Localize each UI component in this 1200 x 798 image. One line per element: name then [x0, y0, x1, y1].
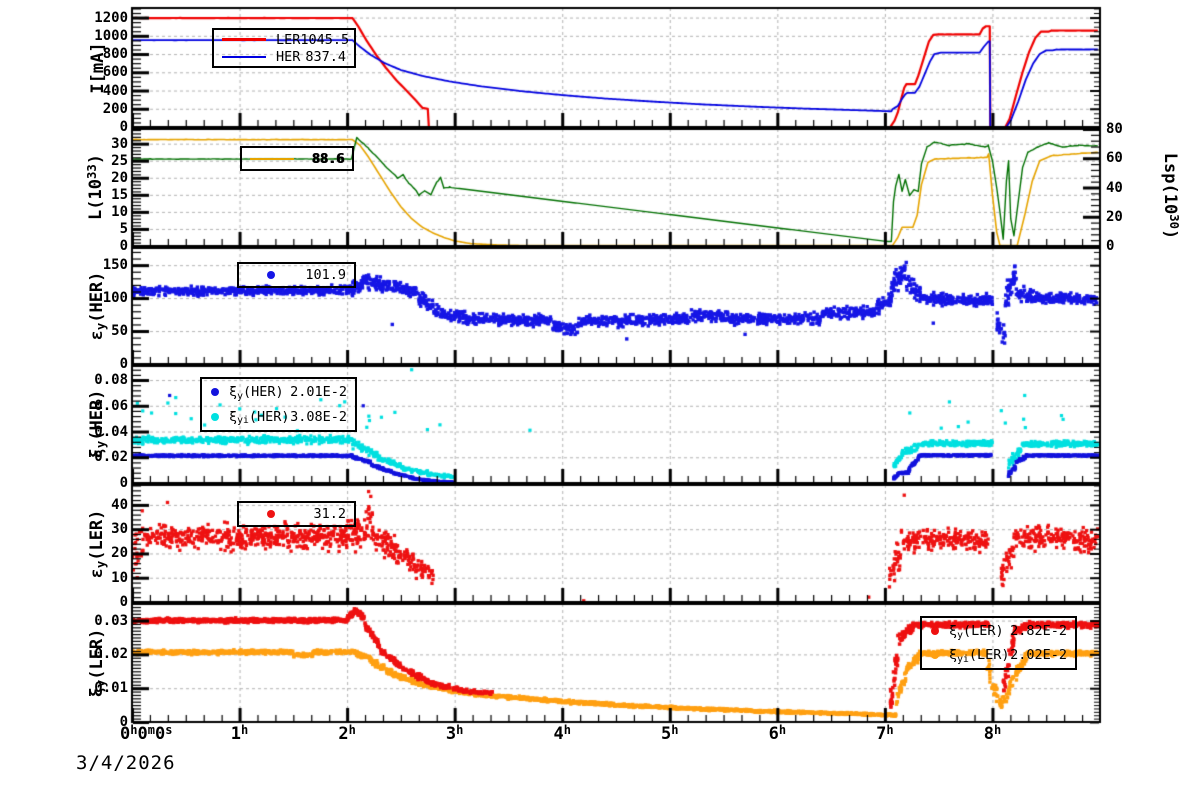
right-y-tick-label: 80: [1106, 121, 1123, 137]
legend-xi-her: ξy(HER) 2.01E-2 ξyi(HER) 3.08E-2: [200, 377, 357, 432]
x-tick-label: 3h: [445, 722, 464, 744]
x-tick-label: 1h: [230, 722, 249, 744]
y-tick-label: 0.04: [94, 423, 128, 440]
y-tick-label: 20: [111, 545, 128, 562]
y-tick-label: 10: [111, 203, 128, 220]
x-tick-label: 5h: [661, 722, 679, 744]
y-tick-label: 40: [111, 496, 128, 513]
legend-entry: LER 1045.5: [214, 31, 354, 48]
y-tick-label: 30: [111, 521, 128, 538]
legend-entry-name: ξyi(HER): [229, 408, 290, 427]
legend-entry: ξyi(LER) 2.02E-2: [922, 643, 1075, 667]
y-tick-label: 0: [119, 475, 128, 491]
legend-line-sample-icon: [222, 38, 266, 41]
y-tick-label: 0.02: [94, 646, 128, 663]
y-tick-label: 600: [102, 64, 128, 81]
legend-entry-name: LER: [276, 31, 301, 48]
legend-emittance-her: 101.9: [237, 262, 356, 288]
legend-entry-name: ξy(LER): [949, 623, 1004, 641]
y-tick-label: 0.06: [94, 397, 128, 414]
y-tick-label: 0: [119, 356, 128, 372]
legend-luminosity: 88.6: [240, 146, 354, 171]
y-tick-label: 1200: [94, 9, 128, 26]
legend-entry-value: 88.6: [311, 150, 344, 167]
y-tick-label: 0.03: [94, 612, 128, 629]
y-tick-label: 10: [111, 569, 128, 586]
legend-entry-value: 2.82E-2: [1010, 623, 1067, 639]
y-tick-label: 200: [102, 100, 128, 117]
right-y-tick-label: 0: [1106, 238, 1115, 254]
y-axis-title-sub: y: [94, 560, 109, 569]
y-tick-label: 15: [111, 186, 128, 203]
x-tick-label: 4h: [553, 722, 571, 744]
y-tick-label: 0.01: [94, 680, 128, 697]
legend-entry-value: 2.02E-2: [1010, 647, 1067, 663]
legend-beam-current: LER 1045.5 HER 837.4: [212, 28, 356, 68]
legend-entry-value: 1045.5: [300, 31, 350, 48]
legend-entry: ξy(HER) 2.01E-2: [202, 380, 355, 405]
y-tick-label: 0.02: [94, 449, 128, 466]
legend-line-sample-icon: [250, 157, 294, 160]
y-tick-label: 400: [102, 82, 128, 99]
y-tick-label: 800: [102, 46, 128, 63]
legend-dot-sample-icon: [211, 412, 219, 421]
legend-entry: 88.6: [242, 149, 352, 168]
y-tick-label: 100: [102, 290, 128, 307]
legend-xi-ler: ξy(LER) 2.82E-2 ξyi(LER) 2.02E-2: [920, 616, 1077, 670]
right-y-tick-label: 60: [1106, 150, 1123, 167]
y-axis-title-emittance-ler: εy(LER): [87, 510, 109, 579]
x-tick-label: 7h: [876, 722, 894, 744]
legend-entry-value: 31.2: [313, 506, 346, 522]
legend-entry: ξy(LER) 2.82E-2: [922, 619, 1075, 643]
legend-entry: 31.2: [239, 504, 354, 524]
legend-entry-value: 3.08E-2: [290, 408, 347, 425]
legend-dot-sample-icon: [267, 510, 275, 518]
y-tick-label: 150: [102, 257, 128, 274]
legend-entry: HER 837.4: [214, 48, 354, 65]
y-tick-label: 25: [111, 152, 128, 169]
x-tick-label: 2h: [338, 722, 356, 744]
legend-entry-value: 837.4: [305, 48, 346, 65]
legend-entry-value: 101.9: [305, 267, 346, 283]
legend-entry: 101.9: [239, 265, 354, 285]
y-tick-label: 0.08: [94, 372, 128, 389]
y-tick-label: 0: [119, 238, 128, 254]
legend-line-sample-icon: [222, 55, 266, 58]
legend-dot-sample-icon: [931, 651, 939, 659]
legend-entry-name: ξy(HER): [229, 384, 284, 402]
right-y-tick-label: 40: [1106, 179, 1123, 196]
y-tick-label: 0: [119, 714, 128, 730]
x-tick-label-origin: 0h0m0s: [120, 722, 173, 744]
date-label: 3/4/2026: [76, 752, 176, 774]
legend-dot-sample-icon: [931, 627, 939, 635]
legend-dot-sample-icon: [211, 388, 219, 397]
right-axis-title-sup: 30: [1167, 214, 1182, 229]
y-tick-label: 30: [111, 135, 128, 152]
right-y-tick-label: 20: [1106, 208, 1123, 225]
legend-dot-sample-icon: [267, 271, 275, 279]
x-tick-label: 6h: [768, 722, 787, 744]
legend-entry-value: 2.01E-2: [290, 384, 347, 401]
y-tick-label: 0: [119, 119, 128, 135]
legend-entry: ξyi(HER) 3.08E-2: [202, 405, 355, 430]
x-tick-label: 8h: [983, 722, 1002, 744]
legend-emittance-ler: 31.2: [237, 501, 356, 527]
y-tick-label: 20: [111, 169, 128, 186]
legend-entry-name: HER: [276, 48, 301, 65]
y-tick-label: 1000: [94, 27, 128, 44]
legend-entry-name: ξyi(LER): [949, 647, 1010, 665]
y-tick-label: 0: [119, 594, 128, 610]
y-tick-label: 50: [111, 323, 128, 340]
y-tick-label: 5: [119, 220, 128, 237]
y-axis-title-sub: y: [94, 440, 109, 449]
